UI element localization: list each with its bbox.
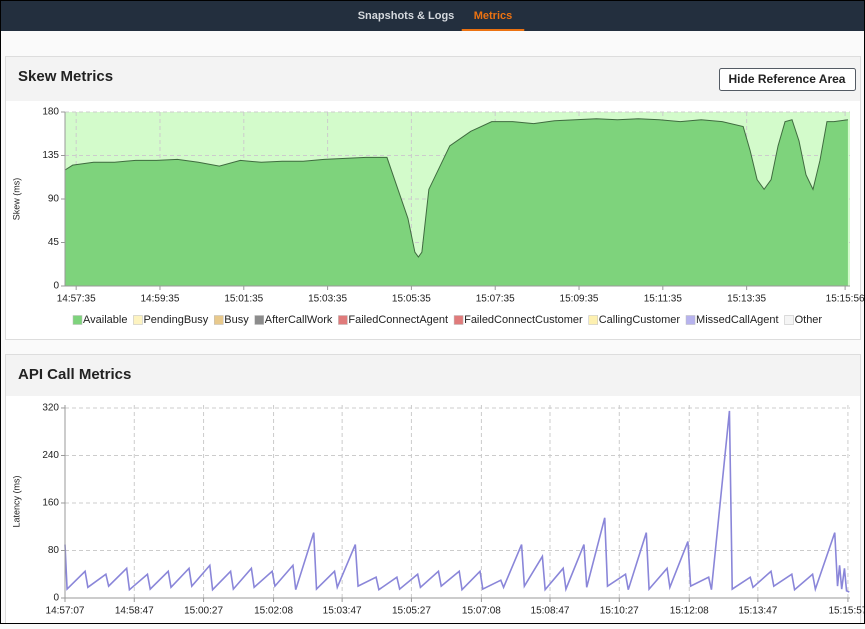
x-tick-label: 15:09:35 — [560, 294, 599, 305]
x-tick-label: 15:05:35 — [392, 294, 431, 305]
y-tick-label: 240 — [42, 450, 59, 461]
y-axis-label: Skew (ms) — [11, 178, 21, 221]
y-axis-label: Latency (ms) — [11, 475, 21, 527]
x-tick-label: 15:03:35 — [308, 294, 347, 305]
legend-label: Other — [795, 314, 823, 326]
legend-swatch — [685, 315, 696, 325]
panel-title: API Call Metrics — [18, 366, 131, 383]
x-tick-label: 15:12:08 — [670, 606, 709, 617]
panel — [5, 354, 861, 629]
legend-swatch — [588, 315, 598, 325]
y-tick-label: 160 — [42, 498, 59, 509]
button-label[interactable]: Hide Reference Area — [729, 72, 846, 86]
x-tick-label: 15:13:47 — [738, 606, 777, 617]
legend-swatch — [338, 315, 348, 325]
x-tick-label: 15:15:56 — [826, 294, 865, 305]
x-tick-label: 15:01:35 — [224, 294, 263, 305]
legend-label: FailedConnectCustomer — [464, 314, 583, 326]
y-tick-label: 45 — [48, 237, 60, 248]
y-tick-label: 90 — [48, 194, 60, 205]
x-tick-label: 15:07:35 — [476, 294, 515, 305]
area — [65, 118, 848, 287]
legend-label: Busy — [224, 314, 249, 326]
x-tick-label: 15:03:47 — [323, 606, 362, 617]
x-tick-label: 14:59:35 — [141, 294, 180, 305]
legend-label: Available — [83, 314, 127, 326]
y-tick-label: 180 — [42, 107, 59, 118]
legend-label: FailedConnectAgent — [348, 314, 448, 326]
x-tick-label: 14:58:47 — [115, 606, 154, 617]
legend-label: PendingBusy — [143, 314, 208, 326]
x-tick-label: 15:08:47 — [531, 606, 570, 617]
nav-bar — [0, 0, 865, 31]
x-tick-label: 15:00:27 — [184, 606, 223, 617]
y-tick-label: 0 — [53, 593, 59, 604]
x-tick-label: 15:10:27 — [600, 606, 639, 617]
x-tick-label: 14:57:35 — [57, 294, 96, 305]
tab-underline — [461, 29, 525, 31]
line — [64, 410, 850, 593]
y-tick-label: 320 — [42, 403, 59, 414]
y-tick-label: 135 — [42, 150, 59, 161]
legend-label: MissedCallAgent — [696, 314, 779, 326]
legend-swatch — [72, 315, 83, 325]
legend-swatch — [254, 315, 264, 325]
x-tick-label: 15:02:08 — [254, 606, 293, 617]
legend-label: CallingCustomer — [599, 314, 681, 326]
nav-tab[interactable]: Snapshots & Logs — [358, 10, 455, 22]
legend-swatch — [784, 315, 794, 325]
legend-label: AfterCallWork — [265, 314, 333, 326]
panel-title: Skew Metrics — [18, 68, 113, 85]
x-tick-label: 15:05:27 — [392, 606, 431, 617]
legend-swatch — [214, 315, 224, 325]
x-tick-label: 15:15:57 — [828, 606, 865, 617]
legend-swatch — [453, 315, 464, 325]
x-tick-label: 15:13:35 — [727, 294, 766, 305]
legend-swatch — [133, 315, 143, 325]
y-tick-label: 0 — [53, 281, 59, 292]
x-tick-label: 15:07:08 — [462, 606, 501, 617]
panel-header — [6, 57, 860, 101]
x-tick-label: 14:57:07 — [46, 606, 85, 617]
panel-header — [6, 355, 860, 396]
button[interactable] — [719, 68, 856, 91]
y-tick-label: 80 — [48, 545, 60, 556]
area-edge — [64, 118, 848, 258]
x-tick-label: 15:11:35 — [644, 294, 683, 305]
nav-tab[interactable]: Metrics — [474, 10, 513, 22]
